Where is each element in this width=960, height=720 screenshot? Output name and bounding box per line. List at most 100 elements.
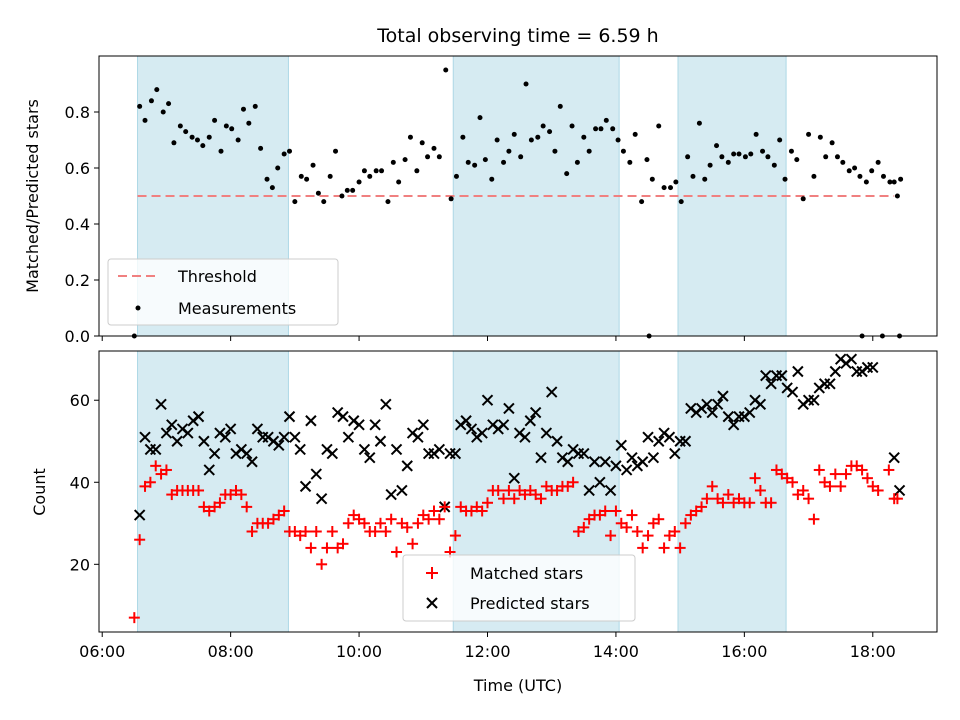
measurement-point <box>206 134 212 140</box>
matched-star-marker <box>326 525 338 537</box>
measurement-point <box>806 131 812 137</box>
measurement-point <box>518 154 524 160</box>
matched-star-marker <box>642 530 654 542</box>
predicted-star-marker <box>583 484 595 497</box>
predicted-star-marker <box>155 398 167 411</box>
predicted-star-marker <box>508 472 520 484</box>
matched-star-marker <box>717 497 729 509</box>
measurement-point <box>482 157 488 163</box>
matched-star-marker <box>824 480 836 492</box>
measurement-point <box>327 173 333 179</box>
predicted-star-marker <box>701 398 713 411</box>
measurement-point <box>465 159 471 165</box>
predicted-star-marker <box>433 443 446 456</box>
measurement-point <box>731 151 737 157</box>
predicted-star-marker <box>133 509 146 521</box>
predicted-star-marker <box>240 447 253 460</box>
matched-star-marker <box>829 468 841 480</box>
measurement-point <box>894 193 900 199</box>
measurement-point <box>581 134 587 140</box>
predicted-star-marker <box>711 398 724 411</box>
matched-star-marker <box>744 497 756 509</box>
predicted-star-marker <box>337 410 349 423</box>
matched-star-marker <box>701 493 713 505</box>
matched-star-marker <box>787 476 799 488</box>
measurement-point <box>431 145 437 151</box>
predicted-star-marker <box>246 456 258 468</box>
measurement-point <box>696 120 702 126</box>
bottom-y-ticks: 20 40 60 <box>70 391 99 574</box>
measurement-point <box>166 101 172 107</box>
matched-star-marker <box>605 530 617 542</box>
matched-star-marker <box>610 505 622 517</box>
predicted-star-marker <box>604 484 617 497</box>
predicted-star-marker <box>401 460 413 472</box>
measurement-point <box>460 134 466 140</box>
predicted-star-marker <box>326 447 339 460</box>
matched-star-marker <box>144 476 156 488</box>
top-legend-box <box>107 258 339 326</box>
predicted-star-marker <box>150 443 162 456</box>
measurement-point <box>171 140 177 146</box>
measurement-point <box>714 143 720 149</box>
measurement-point <box>719 154 725 160</box>
matched-star-marker <box>305 542 317 554</box>
measurement-point <box>823 154 829 160</box>
measurement-point <box>742 154 748 160</box>
predicted-star-marker <box>219 431 231 443</box>
matched-star-marker <box>706 480 718 492</box>
measurement-point <box>154 87 160 93</box>
matched-star-marker <box>310 525 322 537</box>
measurement-point <box>690 173 696 179</box>
measurement-point <box>685 154 691 160</box>
x-tick-label: 18:00 <box>850 642 896 661</box>
matched-star-marker <box>241 501 253 513</box>
measurement-point <box>661 185 667 191</box>
measurement-point <box>760 148 766 154</box>
measurement-point <box>344 187 350 193</box>
measurement-point <box>765 154 771 160</box>
matched-star-marker <box>380 525 392 537</box>
matched-star-marker <box>316 558 328 570</box>
x-tick-label: 16:00 <box>721 642 767 661</box>
predicted-star-marker <box>722 410 735 423</box>
measurement-point <box>782 176 788 182</box>
measurement-point <box>557 103 563 109</box>
predicted-star-marker <box>503 402 515 415</box>
matched-star-marker <box>749 472 761 484</box>
predicted-star-marker <box>422 447 435 460</box>
measurement-point <box>564 171 570 177</box>
y-tick-label: 0.4 <box>65 215 90 234</box>
predicted-star-marker <box>289 431 301 443</box>
predicted-star-marker <box>481 394 494 406</box>
matched-star-marker <box>872 484 884 496</box>
measurement-point <box>258 145 264 151</box>
predicted-star-marker <box>893 484 906 497</box>
measurement-point <box>443 67 449 73</box>
measurement-point <box>620 148 626 154</box>
legend-threshold-label: Threshold <box>177 267 257 286</box>
predicted-star-marker <box>888 451 900 464</box>
measurement-point <box>264 176 270 182</box>
predicted-star-marker <box>851 365 863 378</box>
matched-star-marker <box>621 521 633 533</box>
measurement-point <box>425 154 431 160</box>
measurement-point <box>252 103 258 109</box>
matched-star-marker <box>337 538 349 550</box>
measurement-point <box>414 168 420 174</box>
measurement-point <box>183 129 189 135</box>
measurement-point <box>142 117 148 123</box>
measurement-point <box>707 162 713 168</box>
matched-star-marker <box>214 497 226 509</box>
predicted-star-marker <box>449 447 462 460</box>
predicted-star-marker <box>653 435 665 447</box>
measurement-point <box>593 126 599 132</box>
y-tick-label: 0.6 <box>65 159 90 178</box>
matched-star-marker <box>861 472 873 484</box>
predicted-star-marker <box>808 394 820 406</box>
measurement-point <box>852 165 858 171</box>
x-tick-label: 14:00 <box>593 642 639 661</box>
legend-predicted-label: Predicted stars <box>470 594 590 613</box>
y-tick-label: 0.2 <box>65 271 90 290</box>
top-x-ticks <box>101 336 874 341</box>
